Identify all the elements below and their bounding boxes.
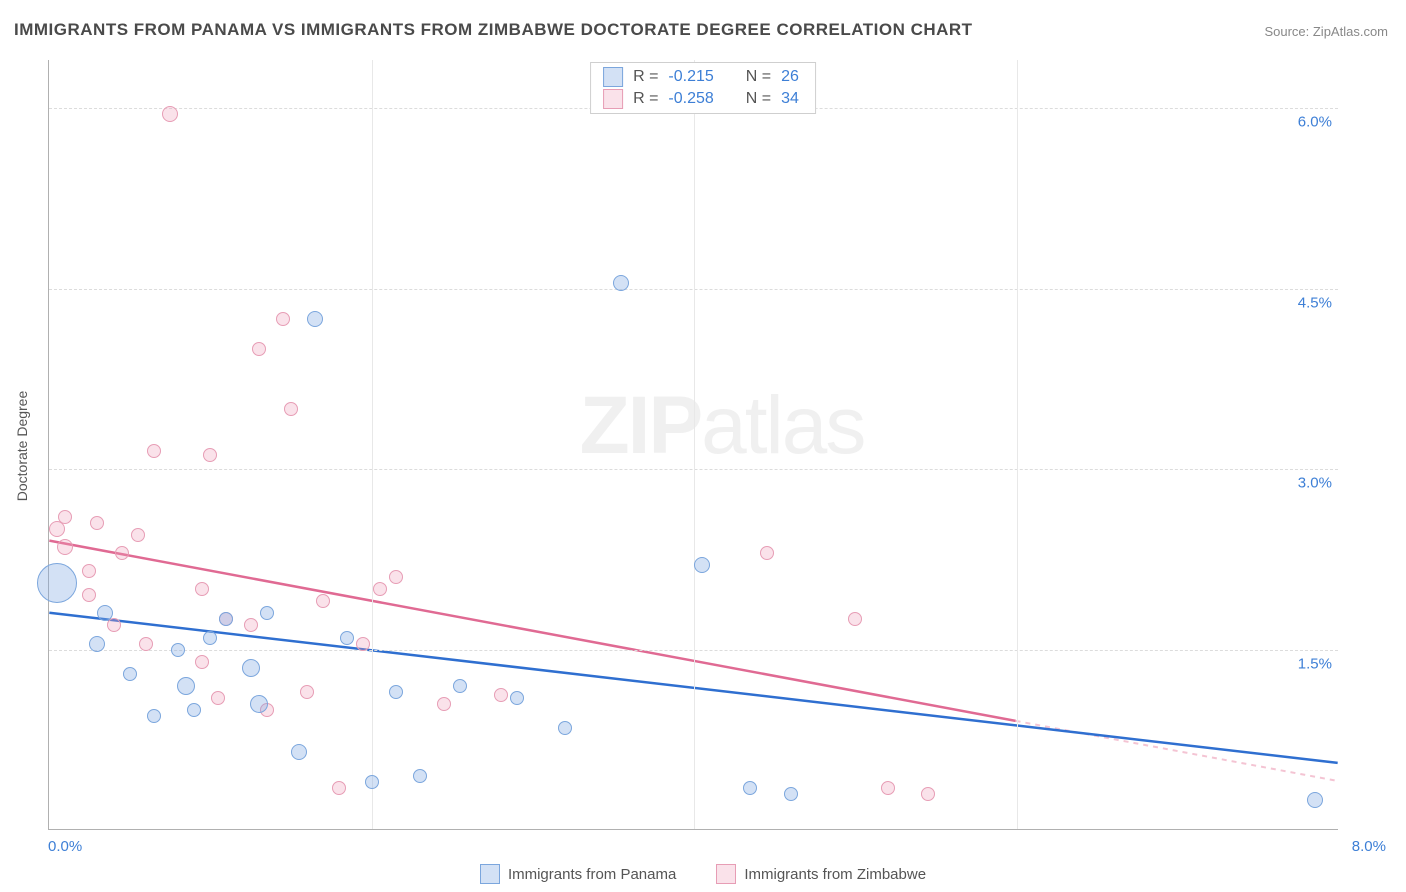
point-zimbabwe: [147, 444, 161, 458]
point-panama: [203, 631, 217, 645]
r-value-panama: -0.215: [668, 68, 713, 86]
n-value-zimbabwe: 34: [781, 90, 799, 108]
legend-label-zimbabwe: Immigrants from Zimbabwe: [744, 866, 926, 883]
point-zimbabwe: [284, 402, 298, 416]
point-zimbabwe: [139, 637, 153, 651]
point-zimbabwe: [760, 546, 774, 560]
vgridline: [372, 60, 373, 829]
point-zimbabwe: [82, 564, 96, 578]
series-legend: Immigrants from Panama Immigrants from Z…: [0, 864, 1406, 884]
point-panama: [260, 606, 274, 620]
y-tick-label: 6.0%: [1298, 114, 1332, 131]
y-axis-title: Doctorate Degree: [14, 391, 30, 502]
point-zimbabwe: [49, 521, 65, 537]
plot-area: ZIPatlas 1.5% 3.0% 4.5% 6.0%: [48, 60, 1338, 830]
y-tick-label: 3.0%: [1298, 475, 1332, 492]
point-panama: [123, 667, 137, 681]
point-panama: [558, 721, 572, 735]
x-max-label: 8.0%: [1352, 838, 1386, 855]
point-panama: [413, 769, 427, 783]
point-panama: [743, 781, 757, 795]
point-zimbabwe: [437, 697, 451, 711]
y-tick-label: 1.5%: [1298, 655, 1332, 672]
point-panama: [340, 631, 354, 645]
point-panama: [389, 685, 403, 699]
point-panama: [97, 605, 113, 621]
point-zimbabwe: [494, 688, 508, 702]
chart-title: IMMIGRANTS FROM PANAMA VS IMMIGRANTS FRO…: [14, 20, 973, 40]
point-panama: [147, 709, 161, 723]
n-label: N =: [746, 68, 771, 86]
point-panama: [219, 612, 233, 626]
point-zimbabwe: [276, 312, 290, 326]
point-zimbabwe: [107, 618, 121, 632]
point-zimbabwe: [195, 582, 209, 596]
correlation-row-zimbabwe: R = -0.258 N = 34: [603, 89, 799, 109]
n-value-panama: 26: [781, 68, 799, 86]
point-zimbabwe: [58, 510, 72, 524]
point-zimbabwe: [300, 685, 314, 699]
point-zimbabwe: [131, 528, 145, 542]
point-zimbabwe: [260, 703, 274, 717]
watermark: ZIPatlas: [580, 379, 865, 473]
point-zimbabwe: [389, 570, 403, 584]
point-panama: [177, 677, 195, 695]
point-zimbabwe: [57, 539, 73, 555]
point-zimbabwe: [82, 588, 96, 602]
point-zimbabwe: [211, 691, 225, 705]
point-zimbabwe: [115, 546, 129, 560]
legend-label-panama: Immigrants from Panama: [508, 866, 676, 883]
point-panama: [1307, 792, 1323, 808]
point-zimbabwe: [203, 448, 217, 462]
swatch-zimbabwe: [716, 864, 736, 884]
point-zimbabwe: [195, 655, 209, 669]
point-panama: [250, 695, 268, 713]
source-label: Source: ZipAtlas.com: [1264, 24, 1388, 39]
watermark-rest: atlas: [701, 380, 864, 471]
point-zimbabwe: [848, 612, 862, 626]
r-label: R =: [633, 68, 658, 86]
point-zimbabwe: [90, 516, 104, 530]
swatch-panama: [603, 67, 623, 87]
swatch-panama: [480, 864, 500, 884]
point-zimbabwe: [332, 781, 346, 795]
point-zimbabwe: [881, 781, 895, 795]
point-panama: [784, 787, 798, 801]
legend-item-zimbabwe: Immigrants from Zimbabwe: [716, 864, 926, 884]
vgridline: [694, 60, 695, 829]
correlation-legend: R = -0.215 N = 26 R = -0.258 N = 34: [590, 62, 816, 114]
point-zimbabwe: [316, 594, 330, 608]
legend-item-panama: Immigrants from Panama: [480, 864, 676, 884]
point-panama: [453, 679, 467, 693]
watermark-bold: ZIP: [580, 380, 702, 471]
point-panama: [242, 659, 260, 677]
point-zimbabwe: [252, 342, 266, 356]
point-zimbabwe: [219, 612, 233, 626]
point-zimbabwe: [356, 637, 370, 651]
point-panama: [510, 691, 524, 705]
point-panama: [694, 557, 710, 573]
point-panama: [291, 744, 307, 760]
point-zimbabwe: [373, 582, 387, 596]
point-panama: [187, 703, 201, 717]
x-min-label: 0.0%: [48, 838, 82, 855]
y-tick-label: 4.5%: [1298, 294, 1332, 311]
point-panama: [307, 311, 323, 327]
vgridline: [1017, 60, 1018, 829]
r-value-zimbabwe: -0.258: [668, 90, 713, 108]
correlation-row-panama: R = -0.215 N = 26: [603, 67, 799, 87]
point-zimbabwe: [921, 787, 935, 801]
swatch-zimbabwe: [603, 89, 623, 109]
point-zimbabwe: [244, 618, 258, 632]
point-panama: [37, 563, 77, 603]
n-label: N =: [746, 90, 771, 108]
r-label: R =: [633, 90, 658, 108]
